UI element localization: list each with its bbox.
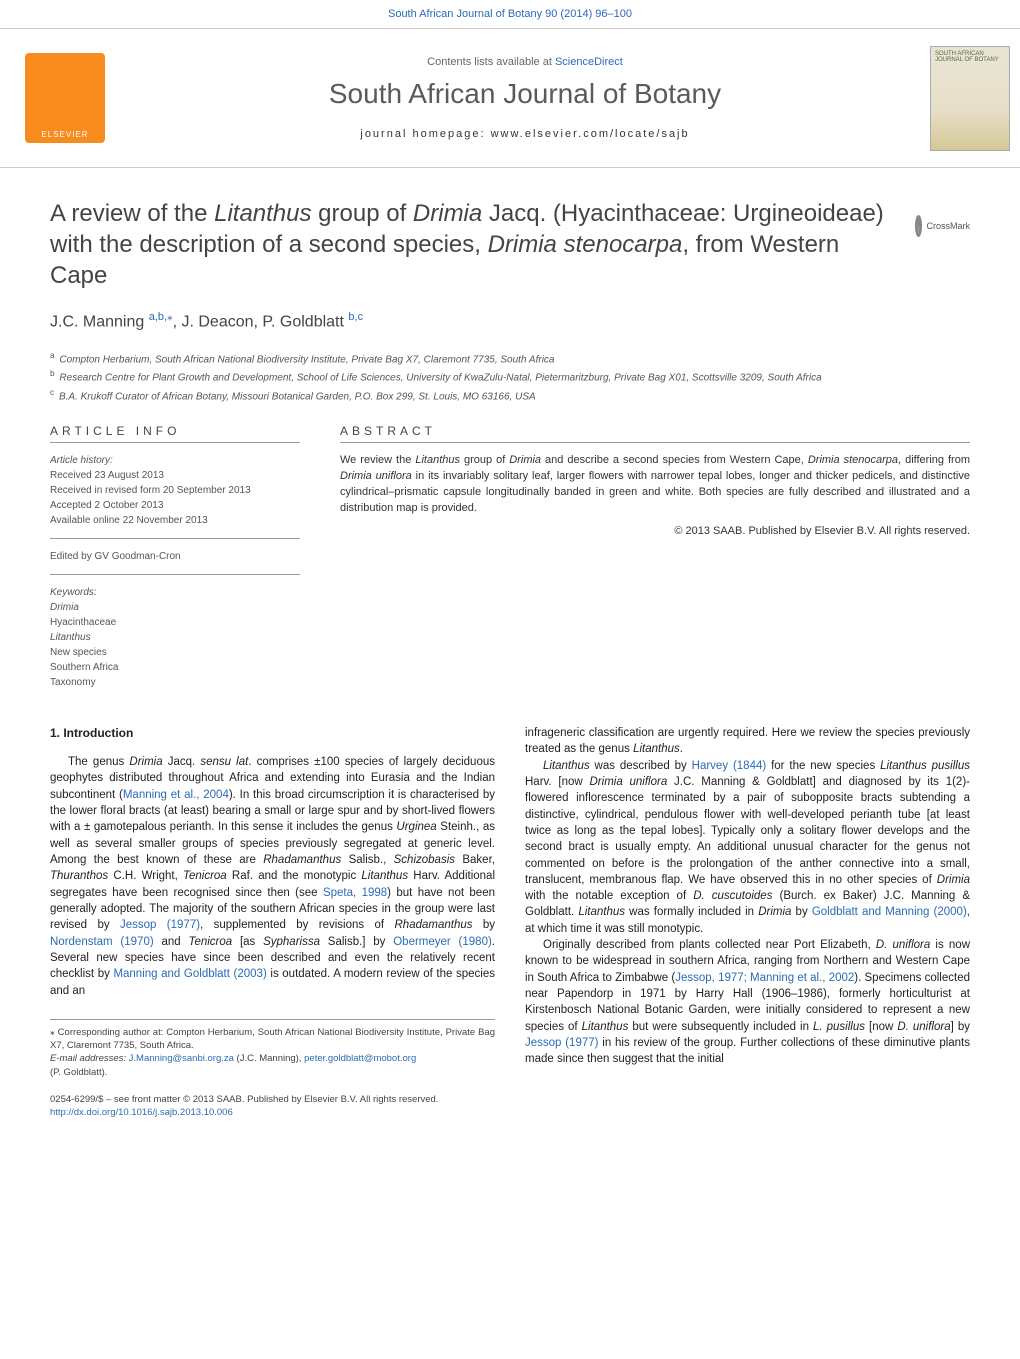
corresponding-author: ⁎ Corresponding author at: Compton Herba… bbox=[50, 1026, 495, 1053]
email-link[interactable]: J.Manning@sanbi.org.za bbox=[129, 1053, 234, 1064]
abstract-text: We review the Litanthus group of Drimia … bbox=[340, 453, 970, 517]
body-two-column: 1. Introduction The genus Drimia Jacq. s… bbox=[50, 725, 970, 1120]
sciencedirect-link[interactable]: ScienceDirect bbox=[555, 56, 623, 68]
journal-homepage: journal homepage: www.elsevier.com/locat… bbox=[360, 128, 689, 140]
author-affil-sup[interactable]: b,c bbox=[348, 311, 363, 323]
ref-link[interactable]: Obermeyer (1980) bbox=[393, 936, 492, 948]
journal-header: ELSEVIER Contents lists available at Sci… bbox=[0, 28, 1020, 168]
contents-lists-label: Contents lists available at ScienceDirec… bbox=[427, 56, 623, 68]
doi-link[interactable]: http://dx.doi.org/10.1016/j.sajb.2013.10… bbox=[50, 1107, 233, 1118]
article-info-sidebar: ARTICLE INFO Article history: Received 2… bbox=[50, 424, 300, 690]
issn-copyright: 0254-6299/$ – see front matter © 2013 SA… bbox=[50, 1093, 495, 1106]
journal-cover: SOUTH AFRICAN JOURNAL OF BOTANY bbox=[920, 29, 1020, 167]
abstract-column: ABSTRACT We review the Litanthus group o… bbox=[340, 424, 970, 690]
ref-link[interactable]: Nordenstam (1970) bbox=[50, 936, 154, 948]
header-center: Contents lists available at ScienceDirec… bbox=[130, 29, 920, 167]
ref-link[interactable]: Jessop (1977) bbox=[120, 919, 200, 931]
affiliations: a Compton Herbarium, South African Natio… bbox=[50, 349, 970, 404]
article-info-header: ARTICLE INFO bbox=[50, 424, 300, 443]
keywords: Keywords: Drimia Hyacinthaceae Litanthus… bbox=[50, 585, 300, 690]
bottom-metadata: 0254-6299/$ – see front matter © 2013 SA… bbox=[50, 1093, 495, 1120]
crossmark-icon bbox=[915, 215, 922, 237]
column-right: infrageneric classification are urgently… bbox=[525, 725, 970, 1120]
crossmark-label: CrossMark bbox=[926, 221, 970, 231]
crossmark-badge[interactable]: CrossMark bbox=[915, 198, 970, 253]
ref-link[interactable]: Manning et al., 2004 bbox=[123, 789, 229, 801]
abstract-copyright: © 2013 SAAB. Published by Elsevier B.V. … bbox=[340, 525, 970, 537]
column-left: 1. Introduction The genus Drimia Jacq. s… bbox=[50, 725, 495, 1120]
ref-link[interactable]: Speta, 1998 bbox=[323, 887, 387, 899]
article-history: Article history: Received 23 August 2013… bbox=[50, 453, 300, 539]
edited-by: Edited by GV Goodman-Cron bbox=[50, 549, 300, 575]
journal-citation-link[interactable]: South African Journal of Botany 90 (2014… bbox=[0, 0, 1020, 28]
ref-link[interactable]: Manning and Goldblatt (2003) bbox=[113, 968, 266, 980]
authors-line: J.C. Manning a,b,⁎, J. Deacon, P. Goldbl… bbox=[50, 310, 970, 331]
footnotes: ⁎ Corresponding author at: Compton Herba… bbox=[50, 1019, 495, 1079]
intro-heading: 1. Introduction bbox=[50, 725, 495, 742]
email-link[interactable]: peter.goldblatt@mobot.org bbox=[304, 1053, 416, 1064]
email-addresses: E-mail addresses: J.Manning@sanbi.org.za… bbox=[50, 1052, 495, 1079]
journal-name: South African Journal of Botany bbox=[329, 78, 721, 110]
ref-link[interactable]: Goldblatt and Manning (2000) bbox=[812, 906, 967, 918]
author-affil-sup[interactable]: a,b,⁎ bbox=[149, 311, 173, 323]
body-paragraph: The genus Drimia Jacq. sensu lat. compri… bbox=[50, 754, 495, 999]
body-paragraph: Originally described from plants collect… bbox=[525, 937, 970, 1068]
body-paragraph: infrageneric classification are urgently… bbox=[525, 725, 970, 758]
journal-cover-thumbnail: SOUTH AFRICAN JOURNAL OF BOTANY bbox=[930, 46, 1010, 151]
body-paragraph: Litanthus was described by Harvey (1844)… bbox=[525, 758, 970, 938]
ref-link[interactable]: Jessop (1977) bbox=[525, 1037, 598, 1049]
elsevier-tree-icon: ELSEVIER bbox=[25, 53, 105, 143]
ref-link[interactable]: Jessop, 1977; Manning et al., 2002 bbox=[675, 972, 854, 984]
elsevier-logo[interactable]: ELSEVIER bbox=[0, 29, 130, 167]
ref-link[interactable]: Harvey (1844) bbox=[692, 760, 767, 772]
abstract-header: ABSTRACT bbox=[340, 424, 970, 443]
article-title: A review of the Litanthus group of Drimi… bbox=[50, 198, 895, 292]
journal-homepage-url[interactable]: www.elsevier.com/locate/sajb bbox=[491, 128, 690, 140]
